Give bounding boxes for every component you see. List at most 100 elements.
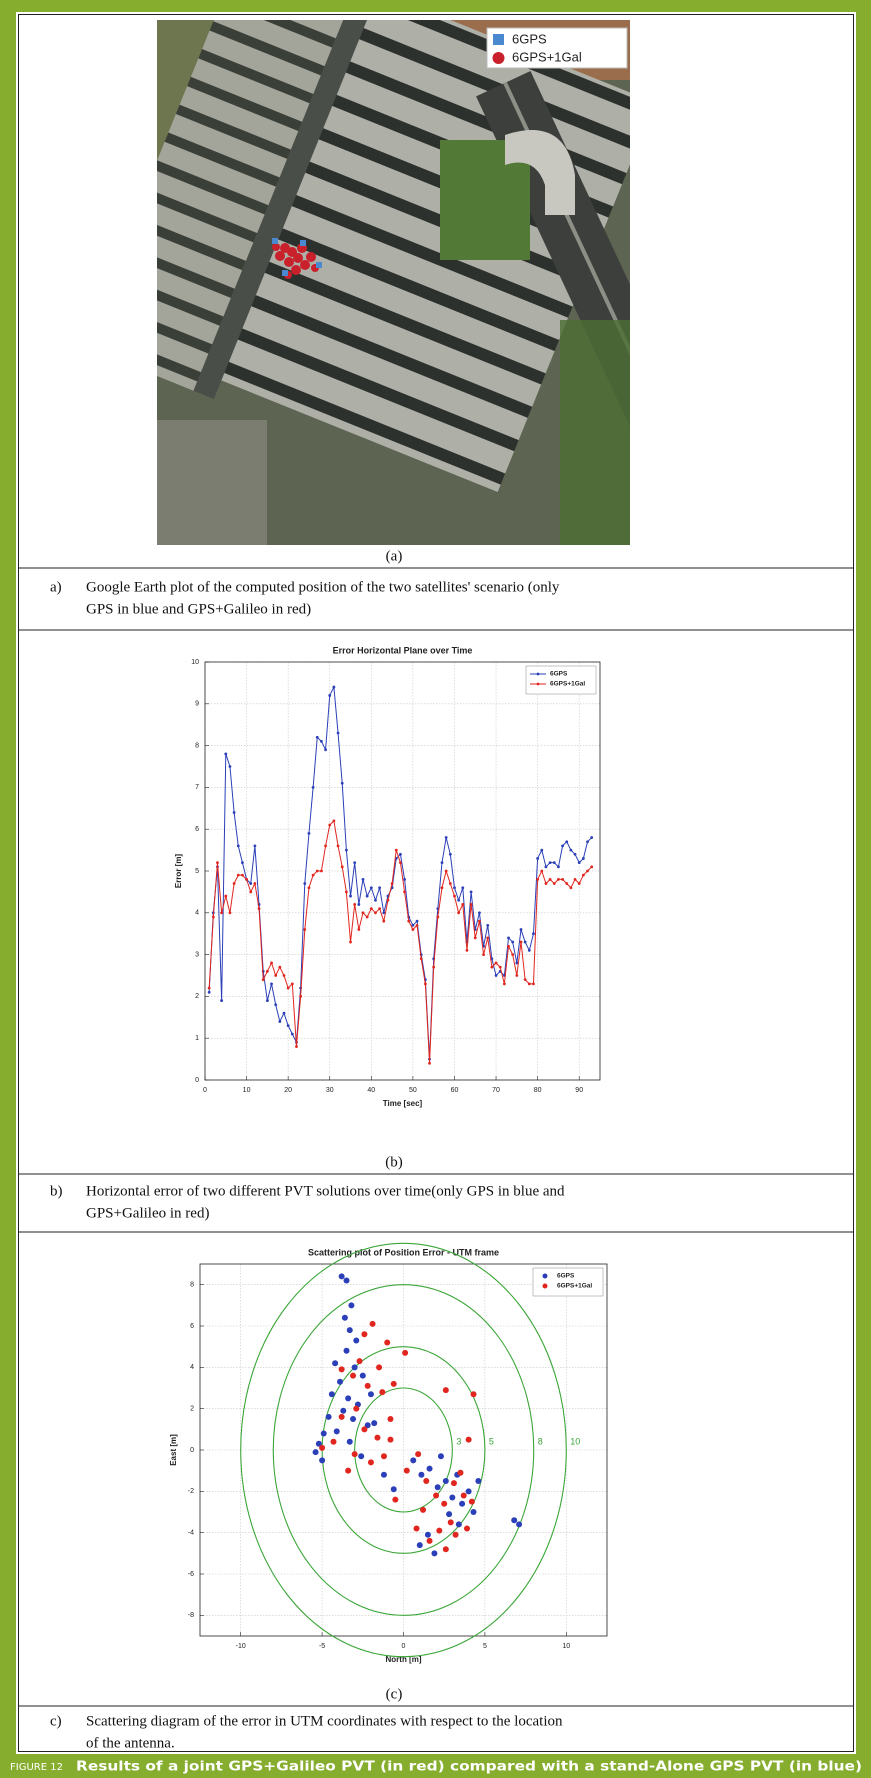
- circle-label: 3: [456, 1436, 461, 1446]
- point-marker: [369, 886, 373, 890]
- caption-marker: a): [50, 579, 62, 595]
- plot-frame: [199, 1263, 608, 1637]
- point-marker: [565, 840, 569, 844]
- point-marker: [290, 1032, 294, 1036]
- point-marker: [478, 911, 481, 915]
- point-marker: [353, 903, 357, 906]
- scatter-point: [351, 1451, 358, 1458]
- x-tick-label: 50: [409, 1087, 417, 1094]
- scatter-point: [328, 1391, 335, 1398]
- scatter-point: [379, 1389, 386, 1396]
- scatter-point: [442, 1546, 449, 1553]
- point-marker: [249, 882, 253, 885]
- panel-frame: [18, 14, 854, 1752]
- plot-area: [205, 662, 600, 1080]
- point-marker: [573, 852, 577, 856]
- scatter-point: [337, 1378, 344, 1385]
- point-marker: [511, 953, 515, 956]
- scatter-point: [470, 1509, 477, 1515]
- scatter-point: [442, 1478, 449, 1484]
- scatter-point: [315, 1440, 322, 1447]
- point-marker: [527, 949, 531, 952]
- circle-label: 10: [570, 1436, 580, 1446]
- scatter-point: [420, 1506, 427, 1513]
- point-marker: [278, 965, 282, 969]
- y-tick-label: 8: [190, 1282, 194, 1289]
- scatter-point: [390, 1486, 397, 1493]
- x-tick-label: 5: [483, 1643, 487, 1650]
- y-tick-label: 8: [195, 742, 199, 749]
- x-tick-label: 0: [203, 1087, 207, 1094]
- point-marker: [586, 869, 589, 873]
- point-marker: [261, 978, 265, 982]
- point-marker: [286, 1024, 290, 1028]
- chart: -10 -5 0 5 10 -8 -6 -4 -2 0 2 4 6 8 Scattering plot of…: [169, 1242, 608, 1664]
- figure-caption: Results of a joint GPS+Galileo PVT (in r…: [76, 1760, 862, 1775]
- point-marker: [444, 869, 448, 873]
- y-tick-label: -8: [188, 1612, 194, 1619]
- point-marker: [245, 877, 248, 881]
- y-tick-label: 9: [195, 701, 199, 708]
- point-marker: [357, 928, 361, 931]
- point-marker: [253, 844, 257, 848]
- scatter-point: [348, 1302, 355, 1309]
- point-marker: [340, 781, 344, 785]
- point-marker: [311, 786, 315, 789]
- point-marker: [457, 898, 461, 902]
- scatter-point: [410, 1457, 417, 1464]
- point-marker: [573, 877, 577, 881]
- caption-line: Google Earth plot of the computed positi…: [86, 579, 560, 595]
- x-tick-label: 30: [326, 1087, 334, 1094]
- point-marker: [311, 873, 315, 877]
- scatter-point: [423, 1478, 430, 1484]
- point-marker: [411, 928, 415, 931]
- point-marker: [365, 894, 369, 898]
- y-tick-label: -6: [188, 1571, 194, 1578]
- scatter-point: [353, 1337, 360, 1344]
- point-marker: [415, 923, 419, 927]
- scatter-point: [330, 1438, 337, 1445]
- scatter-point: [364, 1382, 371, 1389]
- scatter-point: [387, 1416, 394, 1422]
- point-marker: [374, 898, 377, 902]
- point-marker: [448, 852, 452, 856]
- point-marker: [469, 890, 473, 894]
- point-marker: [378, 907, 382, 911]
- scatter-point: [319, 1457, 326, 1464]
- scatter-point: [353, 1405, 360, 1412]
- scatter-point: [403, 1467, 410, 1474]
- reference-circle: [240, 1242, 567, 1658]
- point-marker: [249, 890, 253, 894]
- chart-title: Error Horizontal Plane over Time: [333, 645, 473, 655]
- y-tick-label: 6: [190, 1323, 194, 1330]
- point-marker: [399, 861, 402, 865]
- scatter-point: [402, 1349, 409, 1356]
- point-marker: [328, 694, 332, 697]
- scatter-point: [346, 1438, 353, 1445]
- point-marker: [374, 911, 377, 915]
- legend-box: [532, 1267, 604, 1297]
- point-marker: [361, 877, 365, 881]
- scatter-point: [426, 1537, 433, 1544]
- scatter-point: [332, 1360, 339, 1367]
- x-tick-label: 20: [284, 1087, 292, 1094]
- y-tick-label: -4: [188, 1530, 194, 1537]
- x-tick-label: 60: [451, 1087, 459, 1094]
- scatter-point: [338, 1413, 345, 1420]
- point-marker: [265, 969, 269, 973]
- scatter-point: [350, 1372, 357, 1379]
- scatter-point: [511, 1517, 518, 1524]
- y-tick-label: 2: [190, 1406, 194, 1413]
- subfigure-label: (a): [386, 548, 403, 564]
- point-marker: [444, 836, 448, 839]
- scatter-point: [441, 1500, 448, 1507]
- point-marker: [461, 903, 465, 906]
- y-tick-label: 5: [195, 868, 199, 875]
- point-marker: [577, 882, 581, 885]
- point-marker: [536, 857, 540, 860]
- map-legend-marker: [493, 34, 504, 45]
- point-marker: [216, 861, 219, 865]
- point-marker: [236, 873, 240, 877]
- x-tick-label: 10: [243, 1087, 251, 1094]
